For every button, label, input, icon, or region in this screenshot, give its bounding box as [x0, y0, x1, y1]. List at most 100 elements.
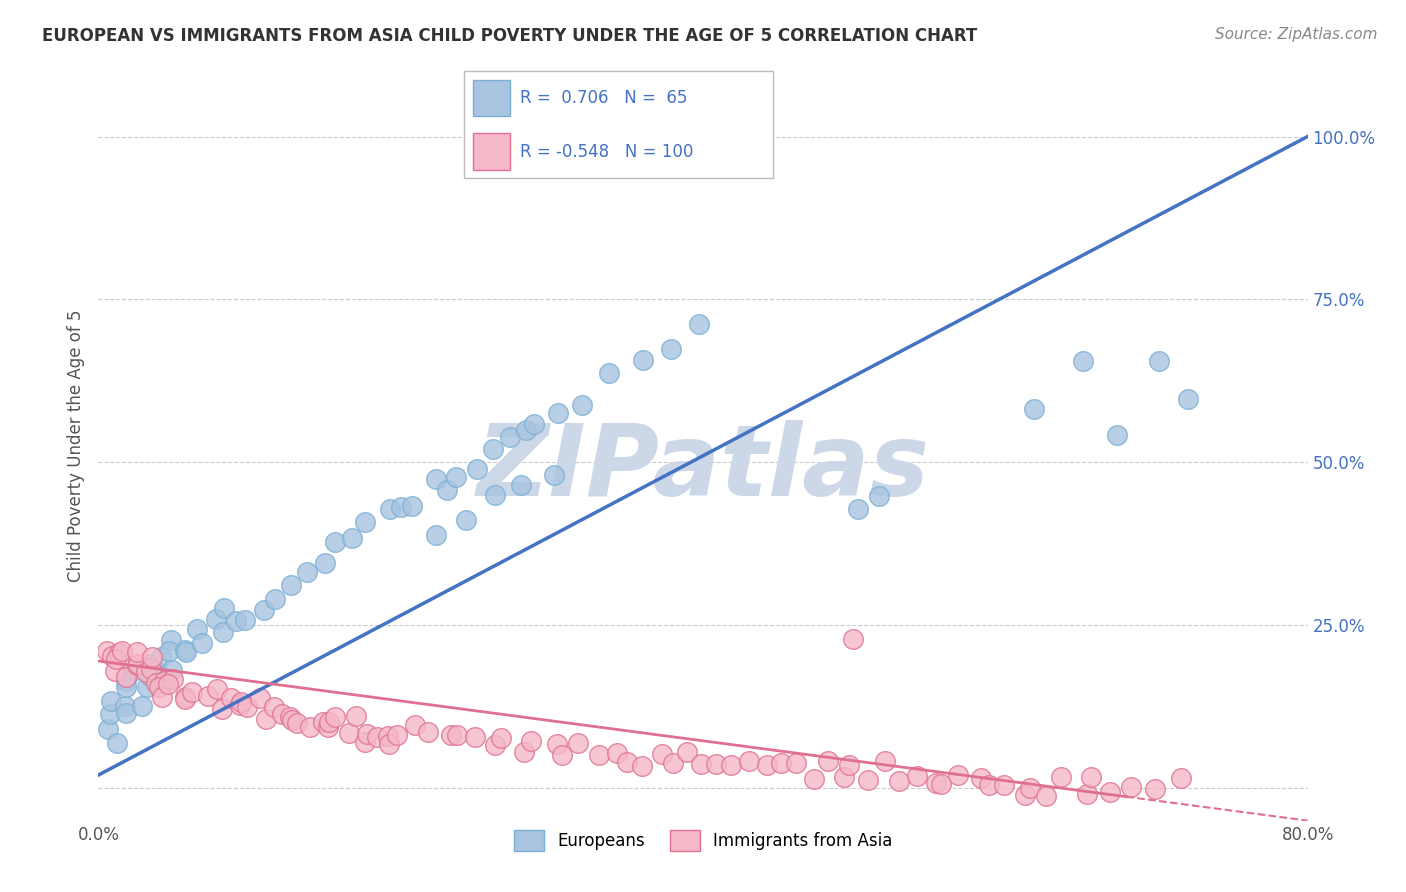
Point	[186, 623, 208, 637]
Point	[436, 483, 458, 497]
Point	[252, 602, 274, 616]
Point	[868, 489, 890, 503]
Point	[249, 690, 271, 705]
Point	[905, 769, 928, 783]
Point	[100, 694, 122, 708]
Point	[127, 657, 149, 672]
Point	[875, 754, 897, 768]
Point	[482, 442, 505, 456]
Point	[190, 636, 212, 650]
Point	[211, 702, 233, 716]
Point	[150, 690, 173, 704]
Point	[509, 478, 531, 492]
Point	[738, 754, 761, 768]
Point	[139, 668, 162, 682]
Point	[127, 658, 149, 673]
Point	[316, 720, 339, 734]
Point	[131, 698, 153, 713]
Point	[356, 727, 378, 741]
FancyBboxPatch shape	[464, 71, 773, 178]
Point	[174, 690, 197, 704]
Point	[141, 650, 163, 665]
Point	[484, 487, 506, 501]
Point	[969, 771, 991, 785]
Point	[115, 674, 138, 689]
Point	[856, 773, 879, 788]
Point	[689, 756, 711, 771]
Legend: Europeans, Immigrants from Asia: Europeans, Immigrants from Asia	[508, 823, 898, 857]
Point	[104, 652, 127, 666]
Text: ZIPatlas: ZIPatlas	[477, 420, 929, 517]
Point	[160, 664, 183, 678]
Point	[546, 737, 568, 751]
Point	[280, 578, 302, 592]
Point	[180, 684, 202, 698]
Point	[107, 735, 129, 749]
Point	[979, 778, 1001, 792]
Point	[651, 747, 673, 761]
Point	[676, 745, 699, 759]
Point	[207, 682, 229, 697]
Point	[1098, 784, 1121, 798]
Point	[499, 430, 522, 444]
Point	[340, 531, 363, 545]
Point	[115, 681, 138, 695]
Point	[547, 407, 569, 421]
Point	[598, 366, 620, 380]
Point	[838, 758, 860, 772]
Point	[287, 716, 309, 731]
Point	[160, 633, 183, 648]
Point	[115, 670, 138, 684]
Point	[1014, 788, 1036, 802]
Point	[631, 759, 654, 773]
Point	[946, 768, 969, 782]
Point	[377, 730, 399, 744]
Point	[484, 739, 506, 753]
Point	[125, 645, 148, 659]
Point	[299, 720, 322, 734]
Point	[98, 706, 121, 721]
Point	[173, 692, 195, 706]
Point	[523, 417, 546, 432]
Point	[145, 676, 167, 690]
Point	[688, 317, 710, 331]
Point	[219, 691, 242, 706]
Point	[389, 500, 412, 515]
Point	[162, 672, 184, 686]
Point	[465, 462, 488, 476]
Point	[96, 644, 118, 658]
Point	[404, 718, 426, 732]
Point	[139, 661, 162, 675]
Text: R =  0.706   N =  65: R = 0.706 N = 65	[520, 89, 688, 107]
Point	[1071, 354, 1094, 368]
Point	[662, 756, 685, 770]
Point	[97, 722, 120, 736]
Point	[354, 735, 377, 749]
Point	[136, 680, 159, 694]
Point	[100, 649, 122, 664]
Point	[318, 715, 340, 730]
Point	[312, 715, 335, 730]
Point	[1177, 392, 1199, 406]
Point	[924, 775, 946, 789]
Point	[659, 343, 682, 357]
Point	[1144, 781, 1167, 796]
Point	[1024, 402, 1046, 417]
Point	[1105, 427, 1128, 442]
Point	[148, 680, 170, 694]
Text: EUROPEAN VS IMMIGRANTS FROM ASIA CHILD POVERTY UNDER THE AGE OF 5 CORRELATION CH: EUROPEAN VS IMMIGRANTS FROM ASIA CHILD P…	[42, 27, 977, 45]
Point	[425, 527, 447, 541]
Point	[229, 698, 252, 713]
Point	[174, 643, 197, 657]
Point	[887, 773, 910, 788]
Point	[323, 710, 346, 724]
Point	[280, 714, 302, 728]
Point	[229, 695, 252, 709]
Point	[616, 755, 638, 769]
Point	[543, 468, 565, 483]
Point	[755, 758, 778, 772]
Point	[848, 502, 870, 516]
Point	[366, 730, 388, 744]
Point	[401, 499, 423, 513]
Point	[571, 398, 593, 412]
